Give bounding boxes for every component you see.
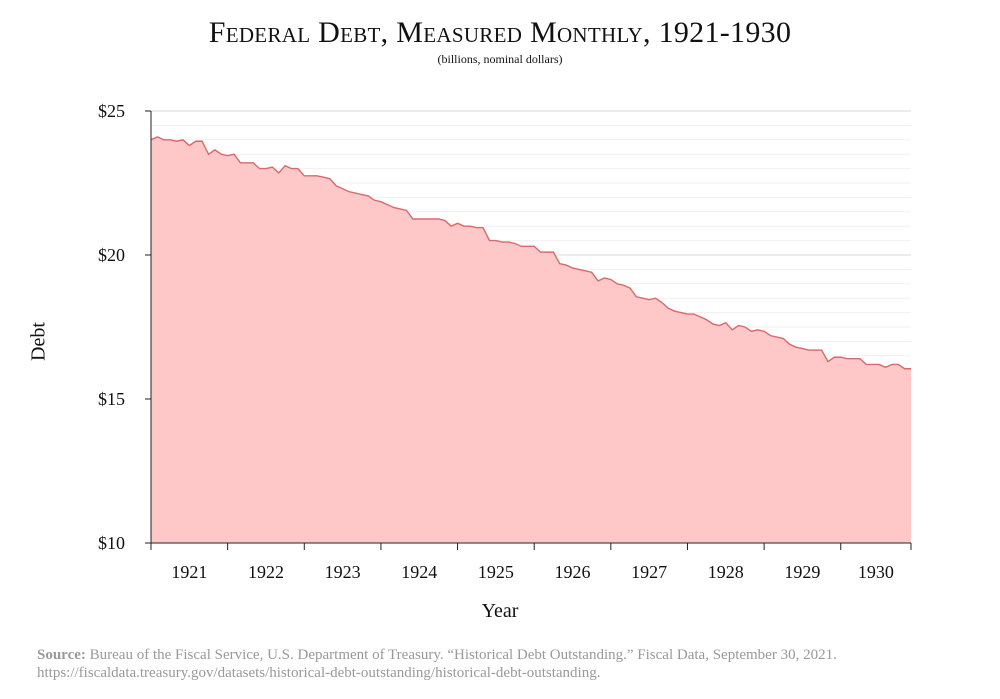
source-label: Source: — [37, 647, 86, 663]
x-tick-label: 1930 — [858, 562, 894, 582]
x-tick-labels: 1921 1922 1923 1924 1925 1926 1927 1928 1929 1930 — [171, 562, 894, 582]
chart-subtitle: (billions, nominal dollars) — [437, 52, 563, 66]
x-tick-label: 1925 — [478, 562, 514, 582]
x-tick-label: 1924 — [401, 562, 437, 582]
series-line — [150, 136, 911, 370]
y-tick-label: $15 — [98, 389, 125, 409]
x-tick-label: 1922 — [248, 562, 284, 582]
y-axis-label: Debt — [27, 322, 50, 361]
y-tick-label: $20 — [98, 245, 125, 265]
y-tick-labels: $10 $15 $20 $25 — [98, 101, 125, 553]
y-tick-label: $25 — [98, 101, 125, 121]
source-note: Source: Bureau of the Fiscal Service, U.… — [37, 646, 987, 682]
x-tick-label: 1923 — [325, 562, 361, 582]
x-tick-label: 1921 — [171, 562, 207, 582]
area-fill — [151, 136, 911, 544]
x-tick-label: 1926 — [555, 562, 591, 582]
x-tick-label: 1927 — [631, 562, 667, 582]
x-tick-label: 1928 — [708, 562, 744, 582]
axes — [145, 110, 912, 550]
y-tick-label: $10 — [98, 533, 125, 553]
series-area — [150, 136, 911, 544]
chart-title: Federal Debt, Measured Monthly, 1921-193… — [208, 16, 792, 49]
source-text: Bureau of the Fiscal Service, U.S. Depar… — [37, 647, 837, 681]
x-axis-label: Year — [481, 600, 519, 622]
x-tick-label: 1929 — [784, 562, 820, 582]
